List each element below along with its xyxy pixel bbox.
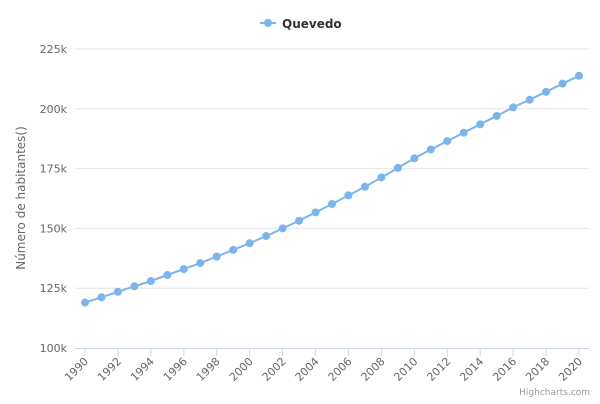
legend[interactable]: Quevedo [260,17,342,31]
data-point[interactable] [492,111,501,120]
data-point[interactable] [229,245,238,254]
grid-lines [75,48,589,289]
data-point[interactable] [278,224,287,233]
y-tick-label: 150k [40,222,68,235]
x-tick-label: 2006 [326,355,355,384]
x-tick-label: 2016 [490,355,519,384]
x-tick-label: 2000 [227,355,256,384]
y-tick-label: 175k [40,163,68,176]
data-point[interactable] [575,71,583,80]
data-point[interactable] [196,259,205,268]
data-point[interactable] [97,293,106,302]
x-tick-label: 2002 [260,355,289,384]
data-point[interactable] [377,173,386,182]
data-point[interactable] [179,265,188,274]
data-point[interactable] [146,277,155,286]
x-tick-label: 1996 [161,355,190,384]
x-tick-label: 2020 [556,355,585,384]
x-tick-label: 1994 [128,355,157,384]
data-point[interactable] [344,191,353,200]
x-tick-label: 1992 [95,355,124,384]
data-point[interactable] [245,239,254,248]
y-axis-ticks: 100k 125k 150k 175k 200k 225k [40,43,68,355]
y-tick-label: 200k [40,103,68,116]
data-point[interactable] [360,182,369,191]
data-point[interactable] [81,298,89,307]
data-point[interactable] [163,271,172,280]
x-tick-label: 2012 [424,355,453,384]
data-point[interactable] [459,128,468,137]
x-tick-label: 2004 [293,355,322,384]
data-point[interactable] [393,163,402,172]
data-point[interactable] [212,252,221,261]
y-tick-label: 125k [40,282,68,295]
data-point[interactable] [525,95,534,104]
data-point[interactable] [509,103,518,112]
series-line [84,74,580,304]
y-axis-title: Número de habitantes() [14,126,28,270]
series-quevedo [81,71,583,307]
data-point[interactable] [113,287,122,296]
data-point[interactable] [410,154,419,163]
data-point[interactable] [476,120,485,129]
data-point[interactable] [130,282,139,291]
data-point[interactable] [295,216,304,225]
x-tick-label: 2008 [359,355,388,384]
x-tick-label: 2014 [457,355,486,384]
data-point[interactable] [542,87,551,96]
data-point[interactable] [443,137,452,146]
data-point[interactable] [311,208,320,217]
credits-link[interactable]: Highcharts.com [519,388,590,398]
legend-marker-symbol [264,19,272,27]
y-tick-label: 100k [40,342,68,355]
data-point[interactable] [426,145,435,154]
legend-item-label[interactable]: Quevedo [282,17,342,31]
x-tick-label: 1998 [194,355,223,384]
data-point[interactable] [558,79,567,88]
data-point[interactable] [262,232,271,241]
x-tick-label: 2010 [391,355,420,384]
x-tick-label: 1990 [62,355,91,384]
y-tick-label: 225k [40,43,68,56]
x-tick-label: 2018 [523,355,552,384]
x-axis-ticks: 1990 1992 1994 1996 1998 2000 2002 2004 2006 2008… [62,348,585,384]
data-point[interactable] [328,200,336,209]
series-layer [81,71,583,307]
